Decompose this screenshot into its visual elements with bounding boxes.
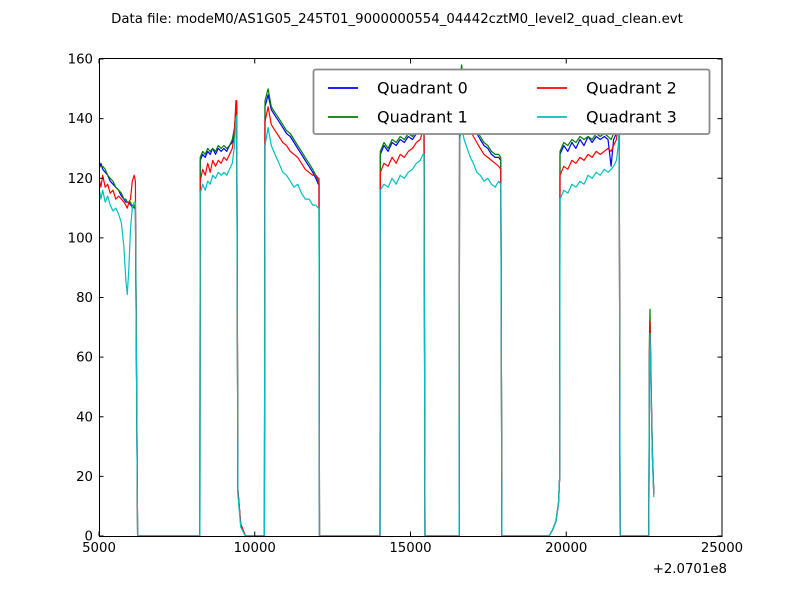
legend-item-quadrant-3: Quadrant 3	[537, 108, 677, 127]
legend-item-quadrant-0: Quadrant 0	[328, 79, 468, 98]
legend-label-quadrant-1: Quadrant 1	[377, 108, 468, 127]
y-tick-label: 60	[76, 351, 93, 366]
series-line-quadrant-3	[99, 114, 655, 537]
x-tick-label: 20000	[545, 541, 587, 556]
legend-label-quadrant-0: Quadrant 0	[377, 79, 468, 98]
y-tick-label: 20	[76, 470, 93, 485]
legend-item-quadrant-1: Quadrant 1	[328, 108, 468, 127]
legend: Quadrant 0 Quadrant 1 Quadrant 2 Quadran…	[312, 68, 711, 135]
x-axis-offset-label: +2.0701e8	[653, 562, 727, 577]
series-group	[99, 64, 655, 537]
y-tick-label: 100	[68, 231, 93, 246]
axis-ticks	[98, 58, 723, 537]
x-tick-label: 10000	[234, 541, 276, 556]
x-tick-label: 5000	[82, 541, 116, 556]
legend-item-quadrant-2: Quadrant 2	[537, 79, 677, 98]
y-tick-label: 120	[68, 172, 93, 187]
y-tick-label: 0	[85, 530, 93, 545]
figure-title: Data file: modeM0/AS1G05_245T01_90000005…	[111, 12, 683, 27]
x-tick-label: 15000	[389, 541, 431, 556]
axis-tick-labels: 5000 10000 15000 20000 25000 0 20 40 60 80 100 120 1…	[68, 53, 744, 557]
x-tick-label: 25000	[701, 541, 743, 556]
y-tick-label: 40	[76, 410, 93, 425]
y-tick-label: 160	[68, 53, 93, 68]
legend-label-quadrant-2: Quadrant 2	[586, 79, 677, 98]
legend-label-quadrant-3: Quadrant 3	[586, 108, 677, 127]
y-tick-label: 80	[76, 291, 93, 306]
y-tick-label: 140	[68, 112, 93, 127]
legend-frame	[312, 68, 711, 135]
